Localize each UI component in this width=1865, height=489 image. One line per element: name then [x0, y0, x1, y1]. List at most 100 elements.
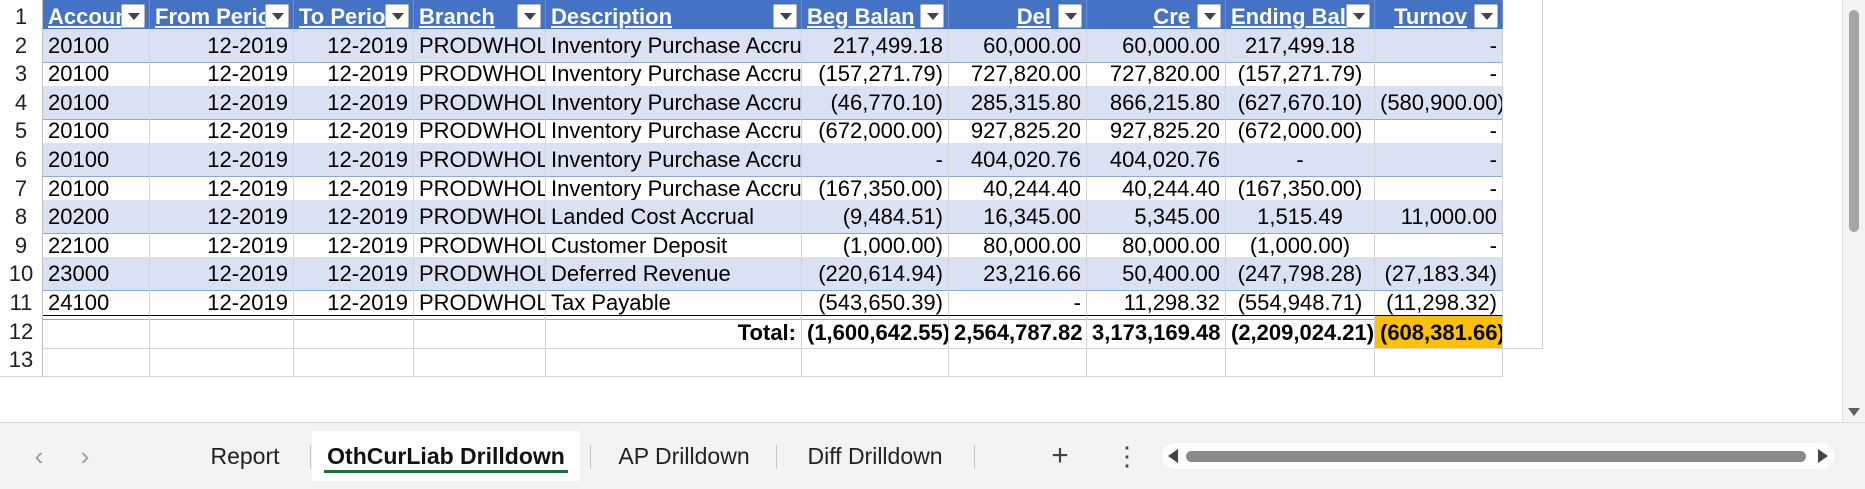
cell-branch[interactable]: PRODWHOLE	[414, 286, 546, 320]
cell-from-period[interactable]	[150, 314, 294, 349]
cell-beg-balance[interactable]: 217,499.18	[802, 28, 949, 63]
empty-cell[interactable]	[414, 343, 546, 378]
cell-debit[interactable]: 2,564,787.82	[949, 314, 1087, 349]
cell-from-period[interactable]: 12-2019	[150, 257, 294, 292]
cell-credit[interactable]: 3,173,169.48	[1087, 314, 1226, 349]
empty-cell[interactable]	[294, 343, 414, 378]
empty-cell[interactable]	[1375, 343, 1503, 378]
cell-turnover-total[interactable]: (608,381.66)	[1375, 314, 1503, 349]
cell-turnover[interactable]: -	[1375, 28, 1503, 63]
prev-sheet-button[interactable]: ‹	[34, 441, 44, 471]
cell-debit[interactable]: 404,020.76	[949, 143, 1087, 177]
row-number[interactable]: 10	[0, 257, 43, 292]
cell-account[interactable]: 20100	[43, 85, 150, 120]
empty-cell[interactable]	[802, 343, 949, 378]
filter-dropdown-icon[interactable]	[1058, 4, 1082, 28]
cell-description[interactable]: Deferred Revenue	[546, 257, 802, 292]
cell-turnover[interactable]: 11,000.00	[1375, 200, 1503, 235]
cell-branch[interactable]: PRODWHOLE	[414, 171, 546, 206]
cell-account[interactable]	[43, 314, 150, 349]
cell-account[interactable]: 20100	[43, 143, 150, 177]
empty-cell[interactable]	[1503, 0, 1543, 34]
empty-cell[interactable]	[1226, 343, 1375, 378]
empty-cell[interactable]	[1503, 314, 1543, 349]
empty-cell[interactable]	[949, 343, 1087, 378]
row-number[interactable]: 9	[0, 228, 43, 263]
cell-branch[interactable]: PRODWHOLE	[414, 28, 546, 63]
filter-dropdown-icon[interactable]	[385, 4, 409, 28]
cell-beg-balance[interactable]: (1,600,642.55)	[802, 314, 949, 349]
row-number[interactable]: 1	[0, 0, 43, 34]
cell-credit[interactable]: 727,820.00	[1087, 57, 1226, 92]
cell-description[interactable]: Inventory Purchase Accrual	[546, 143, 802, 177]
cell-ending-balance[interactable]: 1,515.49	[1226, 200, 1375, 235]
cell-turnover[interactable]: (27,183.34)	[1375, 257, 1503, 292]
cell-beg-balance[interactable]: (220,614.94)	[802, 257, 949, 292]
filter-dropdown-icon[interactable]	[1197, 4, 1221, 28]
cell-beg-balance[interactable]: (9,484.51)	[802, 200, 949, 235]
cell-branch[interactable]: PRODWHOLE	[414, 228, 546, 263]
cell-from-period[interactable]: 12-2019	[150, 85, 294, 120]
cell-ending-balance[interactable]: (627,670.10)	[1226, 85, 1375, 120]
header-description[interactable]: Description	[546, 0, 802, 34]
empty-cell[interactable]	[1503, 85, 1543, 120]
filter-dropdown-icon[interactable]	[265, 4, 289, 28]
cell-beg-balance[interactable]: (167,350.00)	[802, 171, 949, 206]
cell-credit[interactable]: 404,020.76	[1087, 143, 1226, 177]
cell-to-period[interactable]: 12-2019	[294, 28, 414, 63]
cell-credit[interactable]: 60,000.00	[1087, 28, 1226, 63]
cell-account[interactable]: 23000	[43, 257, 150, 292]
tab-othcurliab-drilldown[interactable]: OthCurLiab Drilldown	[312, 431, 580, 481]
filter-dropdown-icon[interactable]	[1346, 4, 1370, 28]
cell-account[interactable]: 24100	[43, 286, 150, 320]
cell-credit[interactable]: 80,000.00	[1087, 228, 1226, 263]
cell-branch[interactable]: PRODWHOLE	[414, 257, 546, 292]
empty-cell[interactable]	[1503, 57, 1543, 92]
cell-branch[interactable]: PRODWHOLE	[414, 114, 546, 149]
cell-ending-balance[interactable]: 217,499.18	[1226, 28, 1375, 63]
cell-description[interactable]: Inventory Purchase Accrual	[546, 171, 802, 206]
cell-credit[interactable]: 927,825.20	[1087, 114, 1226, 149]
next-sheet-button[interactable]: ›	[80, 441, 90, 471]
empty-cell[interactable]	[43, 343, 150, 378]
tab-report[interactable]: Report	[190, 431, 300, 481]
cell-credit[interactable]: 11,298.32	[1087, 286, 1226, 320]
row-number[interactable]: 8	[0, 200, 43, 235]
cell-ending-balance[interactable]: (157,271.79)	[1226, 57, 1375, 92]
cell-to-period[interactable]: 12-2019	[294, 257, 414, 292]
cell-description[interactable]: Tax Payable	[546, 286, 802, 320]
spreadsheet-grid[interactable]: 1 Account From Period To Period Branch Descri…	[0, 0, 1865, 422]
cell-beg-balance[interactable]: (1,000.00)	[802, 228, 949, 263]
cell-ending-balance[interactable]: (247,798.28)	[1226, 257, 1375, 292]
cell-to-period[interactable]: 12-2019	[294, 85, 414, 120]
cell-beg-balance[interactable]: (46,770.10)	[802, 85, 949, 120]
row-number[interactable]: 11	[0, 286, 43, 320]
cell-beg-balance[interactable]: -	[802, 143, 949, 177]
filter-dropdown-icon[interactable]	[1474, 4, 1498, 28]
cell-branch[interactable]: PRODWHOLE	[414, 200, 546, 235]
cell-to-period[interactable]: 12-2019	[294, 171, 414, 206]
horizontal-scroll-thumb[interactable]	[1186, 451, 1806, 462]
cell-branch[interactable]: PRODWHOLE	[414, 85, 546, 120]
cell-description[interactable]: Inventory Purchase Accrual	[546, 114, 802, 149]
tab-ap-drilldown[interactable]: AP Drilldown	[600, 431, 768, 481]
cell-beg-balance[interactable]: (157,271.79)	[802, 57, 949, 92]
empty-cell[interactable]	[150, 343, 294, 378]
cell-account[interactable]: 20200	[43, 200, 150, 235]
cell-debit[interactable]: 23,216.66	[949, 257, 1087, 292]
more-options-button[interactable]: ⋮	[1114, 441, 1140, 471]
cell-description[interactable]: Inventory Purchase Accrual	[546, 28, 802, 63]
empty-cell[interactable]	[1087, 343, 1226, 378]
cell-branch[interactable]: PRODWHOLE	[414, 143, 546, 177]
scroll-down-arrow-icon[interactable]	[1848, 408, 1860, 416]
cell-description[interactable]: Landed Cost Accrual	[546, 200, 802, 235]
total-label[interactable]: Total:	[546, 314, 802, 349]
cell-from-period[interactable]: 12-2019	[150, 286, 294, 320]
row-number[interactable]: 6	[0, 143, 43, 177]
cell-account[interactable]: 20100	[43, 114, 150, 149]
cell-debit[interactable]: -	[949, 286, 1087, 320]
cell-to-period[interactable]: 12-2019	[294, 143, 414, 177]
cell-ending-balance[interactable]: -	[1226, 143, 1375, 177]
cell-to-period[interactable]: 12-2019	[294, 200, 414, 235]
cell-turnover[interactable]: (580,900.00)	[1375, 85, 1503, 120]
